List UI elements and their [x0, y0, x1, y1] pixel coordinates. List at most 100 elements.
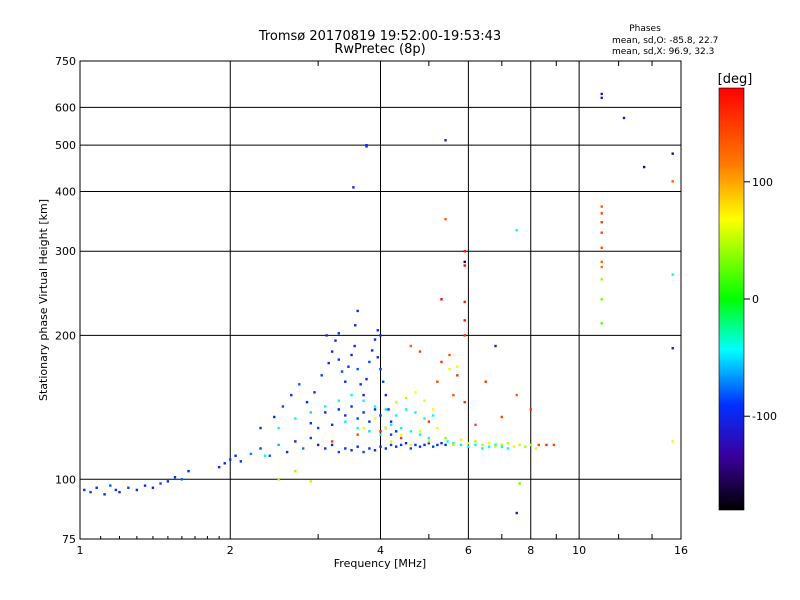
data-point [600, 278, 603, 281]
x-tick-label: 6 [465, 544, 472, 557]
data-point [389, 440, 393, 443]
data-point [440, 360, 443, 364]
data-point [399, 433, 403, 436]
data-point [362, 411, 365, 414]
data-point [285, 450, 289, 454]
data-point [515, 393, 518, 397]
data-point [379, 445, 382, 448]
data-point [327, 361, 330, 365]
colorbar-tick-label: 100 [752, 176, 773, 189]
data-point [347, 365, 350, 368]
data-point [325, 334, 328, 337]
x-tick-label: 2 [227, 544, 234, 557]
y-tick-label: 75 [62, 533, 76, 546]
colorbar-ticks: 100 0 -100 [744, 176, 777, 423]
data-point [515, 228, 518, 232]
data-point [622, 116, 626, 120]
data-point [440, 298, 443, 301]
data-point [444, 218, 447, 221]
data-point [500, 443, 504, 447]
data-point [337, 358, 341, 361]
data-point [494, 443, 497, 447]
data-point [512, 445, 516, 448]
colorbar-tick-label: -100 [752, 410, 777, 423]
colorbar [719, 88, 744, 510]
data-point [381, 380, 385, 383]
data-point [151, 486, 155, 489]
data-point [418, 433, 422, 436]
data-point [330, 350, 334, 353]
data-point [337, 408, 341, 411]
data-point [334, 339, 337, 342]
data-point [294, 440, 297, 443]
data-point [365, 145, 368, 148]
data-point [463, 300, 466, 304]
data-point [362, 426, 365, 430]
data-point [127, 486, 130, 489]
phase-stats-o: mean, sd,O: -85.8, 22.7 [612, 36, 718, 46]
data-point [384, 408, 388, 411]
data-point [350, 405, 353, 408]
data-point [418, 350, 422, 353]
data-point [268, 454, 271, 457]
y-axis-label: Stationary phase Virtual Height [km] [37, 199, 50, 401]
phase-stats-header: Phases [629, 24, 661, 34]
data-point [344, 380, 347, 383]
data-point [337, 450, 341, 454]
data-point [362, 399, 365, 402]
y-tick-label: 100 [55, 473, 76, 486]
y-tick-label: 750 [55, 55, 76, 68]
data-point [431, 445, 435, 448]
data-point [373, 405, 377, 408]
data-point [506, 447, 510, 450]
data-point [463, 319, 466, 322]
data-point [534, 447, 538, 450]
data-point [463, 400, 466, 404]
data-point [368, 360, 371, 364]
data-point [418, 430, 422, 433]
data-point [467, 445, 470, 448]
data-point [309, 411, 312, 414]
data-point [384, 447, 388, 450]
data-point [229, 458, 232, 461]
data-point [414, 443, 417, 447]
data-point [320, 374, 323, 377]
data-point [518, 482, 521, 485]
data-point [642, 165, 646, 169]
data-point [409, 430, 412, 433]
data-point [389, 443, 393, 447]
data-point [362, 393, 365, 397]
data-point [298, 383, 301, 386]
chart-title: Tromsø 20170819 19:52:00-19:53:43 [258, 29, 501, 44]
data-point [409, 447, 412, 450]
data-point [394, 414, 398, 417]
data-point [373, 449, 377, 452]
data-point [600, 298, 603, 301]
data-point [414, 411, 417, 414]
data-point [484, 380, 487, 383]
data-point [444, 436, 447, 440]
y-tick-label: 200 [55, 329, 76, 342]
data-point [350, 393, 353, 397]
colorbar-label: [deg] [718, 72, 753, 87]
data-point [324, 411, 327, 414]
data-point [600, 205, 603, 208]
data-point [414, 391, 417, 394]
data-point [277, 426, 280, 430]
data-point [166, 480, 170, 483]
data-point [362, 450, 365, 454]
data-point [399, 426, 403, 430]
data-point [463, 334, 466, 337]
data-point [277, 478, 280, 481]
data-point [463, 260, 466, 264]
data-point [452, 443, 455, 447]
data-point [545, 443, 548, 447]
data-point [281, 405, 285, 408]
data-point [463, 264, 466, 267]
data-point [394, 445, 398, 448]
data-point [384, 426, 388, 430]
data-point [353, 344, 356, 348]
data-point [373, 417, 377, 420]
x-tick-label: 10 [572, 544, 586, 557]
data-point [305, 400, 309, 404]
